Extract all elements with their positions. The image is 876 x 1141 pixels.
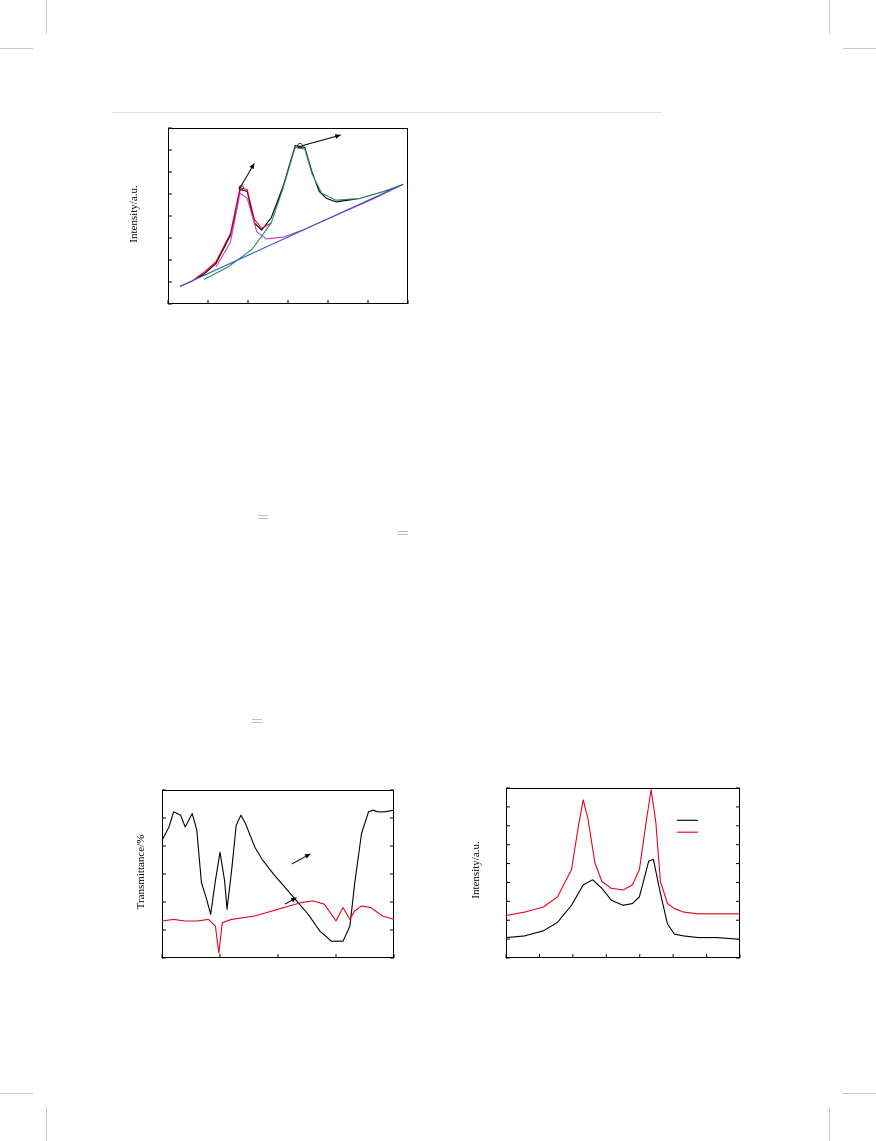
series-line-5 [179,183,404,287]
xrd-chart [505,787,741,959]
ftir-chart [161,789,395,959]
ftir-y-axis-label: Transmittance/% [135,834,147,910]
series-line-2 [161,900,395,954]
series-line-2 [179,187,272,287]
plot-frame [162,790,394,958]
series-line-2 [505,789,740,917]
crop-mark-bottom-left-h [0,1093,33,1094]
legend [676,819,698,833]
equation-fragment [252,722,262,723]
peak-2-marker [297,143,303,149]
plot-frame [506,788,740,958]
plot-frame [168,128,408,304]
equation-fragment [398,534,408,535]
black-curve-arrow [291,853,311,865]
crop-mark-top-right-h [843,48,876,49]
series-line-1 [505,858,741,940]
crop-mark-bottom-right-v [829,1107,830,1141]
peak-1-arrow [239,162,255,189]
series-line-1 [161,809,395,942]
red-curve-arrow [284,897,297,905]
crop-mark-top-left-h [0,48,33,49]
equation-fragment [398,531,408,532]
xrd-y-axis-label: Intensity/a.u. [470,841,482,899]
equation-fragment [258,515,268,516]
peak-1-marker [238,185,244,191]
peak-2-arrow [302,134,341,147]
deconv-y-axis-label: Intensity/a.u. [128,185,140,243]
crop-mark-bottom-right-h [843,1093,876,1094]
deconvolution-chart [167,127,409,305]
series-line-4 [203,146,404,280]
crop-mark-top-right-v [829,0,830,34]
crop-mark-bottom-left-v [46,1107,47,1141]
equation-fragment [252,719,262,720]
series-line-1 [179,145,404,287]
header-rule [112,112,662,113]
equation-fragment [258,518,268,519]
series-line-3 [215,183,404,268]
crop-mark-top-left-v [46,0,47,34]
